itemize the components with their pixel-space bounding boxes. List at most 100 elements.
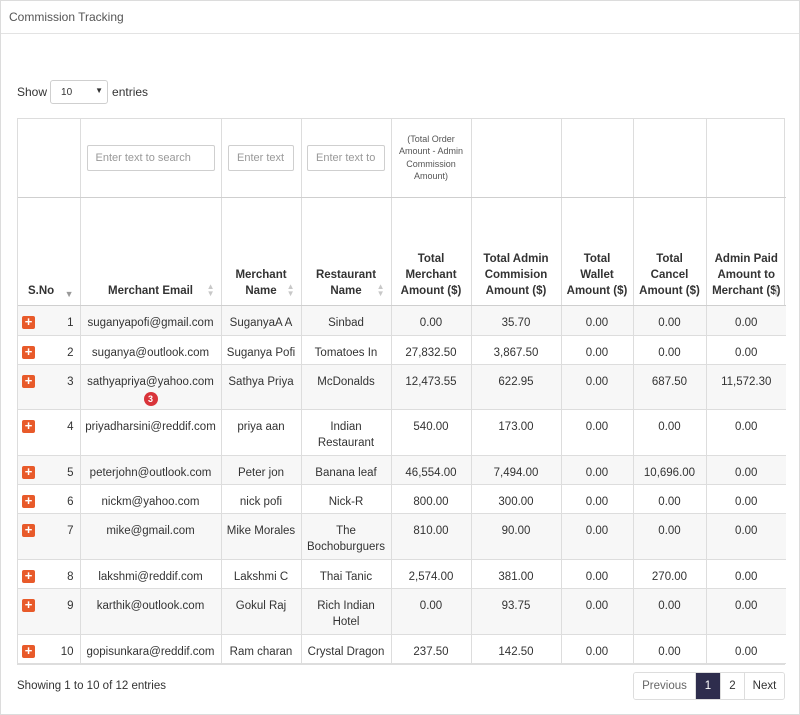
filter-cell-note: (Total Order Amount - Admin Commission A… [390,119,471,198]
previous-page-button[interactable]: Previous [634,673,695,699]
admin-paid-cell: 0.00 [705,484,786,514]
total-merchant-cell: 800.00 [390,484,471,514]
expand-row-icon[interactable]: + [22,315,35,329]
admin-paid-cell: 11,572.30 [705,364,786,410]
total-admin-cell: 7,494.00 [470,455,561,485]
total-wallet-cell: 0.00 [560,335,633,365]
total-cancel-cell: 0.00 [632,634,706,664]
column-header-total-admin[interactable]: Total Admin Commision Amount ($) [470,197,561,306]
restaurant-cell: Sinbad [300,305,391,336]
column-header-total-cancel-label: Total Cancel Amount ($) [639,252,700,297]
filter-cell-merchant: Enter text [220,119,301,198]
page-1-button[interactable]: 1 [695,673,720,699]
merchant-cell: Ram charan [220,634,301,664]
column-header-total-wallet-label: Total Wallet Amount ($) [566,252,628,297]
column-header-total-merchant[interactable]: Total Merchant Amount ($) [390,197,471,306]
column-header-total-wallet[interactable]: Total Wallet Amount ($) [560,197,633,306]
sort-icon: ▲ ▼ [376,281,385,298]
total-merchant-cell: 27,832.50 [390,335,471,365]
total-cancel-cell: 0.00 [632,335,706,365]
sno-value: 7 [67,524,74,537]
expand-row-icon[interactable]: + [22,523,35,537]
entries-per-page-value: 10 [61,87,73,98]
email-search-input[interactable]: Enter text to search [86,144,215,171]
table-row: +9 karthik@outlook.com Gokul Raj Rich In… [18,588,786,635]
page-2-button[interactable]: 2 [720,673,744,699]
total-merchant-cell: 0.00 [390,305,471,336]
merchant-cell: Gokul Raj [220,588,301,635]
expand-row-icon[interactable]: + [22,569,35,583]
sno-cell: +2 [18,335,80,365]
filter-cell-restaurant: Enter text to [300,119,391,198]
chevron-down-icon: ▼ [95,86,104,95]
expand-row-icon[interactable]: + [22,598,35,612]
merchant-cell: Suganya Pofi [220,335,301,365]
table-row: +5 peterjohn@outlook.com Peter jon Banan… [18,455,786,485]
column-header-sno[interactable]: S.No ▼ [18,197,80,306]
sno-cell: +5 [18,455,80,485]
admin-paid-cell: 0.00 [705,305,786,336]
column-header-merchant[interactable]: Merchant Name ▲ ▼ [220,197,301,306]
restaurant-cell: The Bochoburguers [300,513,391,560]
total-cancel-cell: 10,696.00 [632,455,706,485]
entries-per-page-select[interactable]: 10 ▼ [50,80,109,104]
restaurant-cell: Thai Tanic [300,559,391,589]
column-header-restaurant-label: Restaurant Name [315,268,377,297]
total-wallet-cell: 0.00 [560,513,633,560]
sno-value: 6 [67,495,74,508]
total-cancel-cell: 0.00 [632,588,706,635]
restaurant-search-input[interactable]: Enter text to [307,144,385,171]
total-wallet-cell: 0.00 [560,588,633,635]
filter-row: Enter text to search Enter text Enter te… [18,119,786,198]
total-admin-cell: 173.00 [470,409,561,456]
total-cancel-cell: 0.00 [632,305,706,336]
expand-row-icon[interactable]: + [22,419,35,433]
sort-icon: ▲ ▼ [286,281,295,298]
total-wallet-cell: 0.00 [560,559,633,589]
merchant-cell: Peter jon [220,455,301,485]
merchant-search-input[interactable]: Enter text [228,144,294,171]
total-admin-cell: 381.00 [470,559,561,589]
sno-cell: +3 [18,364,80,410]
next-page-button[interactable]: Next [744,673,784,699]
table-info: Showing 1 to 10 of 12 entries [17,680,166,692]
sno-value: 2 [67,346,74,359]
header-row: S.No ▼ Merchant Email ▲ ▼ Merchant Name ▲… [18,197,786,306]
filter-cell-empty [560,119,633,198]
table-row: +4 priyadharsini@reddif.com priya aan In… [18,409,786,456]
panel-title: Commission Tracking [1,1,799,34]
admin-paid-cell: 0.00 [705,513,786,560]
total-wallet-cell: 0.00 [560,455,633,485]
filter-cell-empty [18,119,80,198]
show-label: Show [17,85,48,99]
total-wallet-cell: 0.00 [560,305,633,336]
column-header-admin-paid[interactable]: Admin Paid Amount to Merchant ($) ▲ ▼ [705,197,786,306]
total-admin-cell: 142.50 [470,634,561,664]
expand-row-icon[interactable]: + [22,345,35,359]
expand-row-icon[interactable]: + [22,494,35,508]
column-header-restaurant[interactable]: Restaurant Name ▲ ▼ [300,197,391,306]
expand-row-icon[interactable]: + [22,465,35,479]
total-admin-cell: 622.95 [470,364,561,410]
commission-table: Enter text to search Enter text Enter te… [17,118,786,665]
column-header-email[interactable]: Merchant Email ▲ ▼ [79,197,221,306]
merchant-cell: nick pofi [220,484,301,514]
expand-row-icon[interactable]: + [22,374,35,388]
sno-value: 10 [60,645,74,658]
sno-value: 4 [67,420,74,433]
filter-cell-empty [632,119,706,198]
expand-row-icon[interactable]: + [22,644,35,658]
table-row: +1 suganyapofi@gmail.com SuganyaA A Sinb… [18,305,786,336]
restaurant-cell: Crystal Dragon [300,634,391,664]
column-header-sno-label: S.No [28,284,55,297]
restaurant-cell: Banana leaf [300,455,391,485]
column-header-merchant-label: Merchant Name [235,268,287,297]
email-cell: mike@gmail.com [79,513,221,560]
total-wallet-cell: 0.00 [560,409,633,456]
total-admin-cell: 93.75 [470,588,561,635]
total-wallet-cell: 0.00 [560,484,633,514]
column-header-total-cancel[interactable]: Total Cancel Amount ($) [632,197,706,306]
sort-icon: ▲ ▼ [206,281,215,298]
sno-cell: +7 [18,513,80,560]
